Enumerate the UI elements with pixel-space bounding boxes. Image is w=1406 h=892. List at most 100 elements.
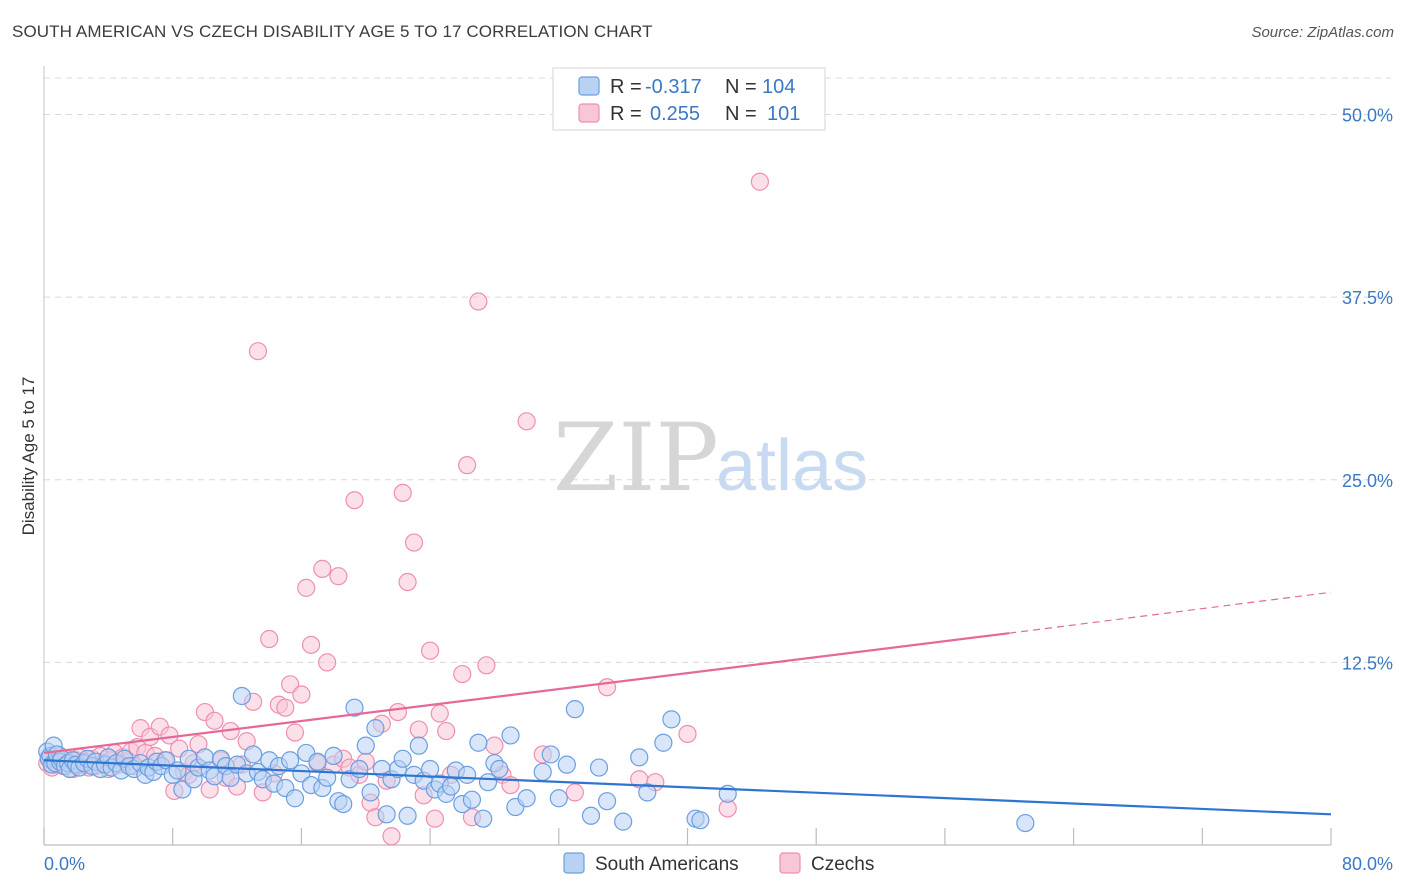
south-americans-point-111	[654, 733, 673, 752]
south-americans-point-78	[393, 749, 412, 768]
watermark-atlas: atlas	[716, 426, 868, 506]
czechs-point-84	[425, 809, 445, 828]
south-americans-point-69	[345, 698, 364, 717]
czechs-point-96	[517, 412, 536, 431]
south-americans-point-107	[597, 792, 617, 811]
legend-r-label-blue: R =	[610, 76, 642, 98]
south-americans-point-110	[638, 783, 657, 802]
south-americans-point-59	[292, 764, 311, 783]
czechs-point-91	[469, 292, 488, 311]
south-americans-point-67	[334, 794, 353, 814]
south-americans-point-50	[244, 745, 263, 764]
czechs-point-58	[285, 723, 305, 742]
czechs-point-79	[398, 572, 417, 592]
legend-r-value-pink: 0.255	[650, 103, 700, 125]
south-americans-point-73	[366, 719, 385, 738]
legend-label-czechs: Czechs	[811, 854, 874, 875]
czechs-point-66	[329, 567, 348, 586]
czechs-point-51	[248, 342, 268, 361]
south-americans-point-79	[398, 806, 417, 825]
czechs-point-59	[292, 685, 311, 704]
czechs-point-57	[281, 675, 300, 694]
south-americans-point-104	[565, 700, 584, 719]
czechs-point-64	[318, 653, 337, 672]
south-americans-point-64	[318, 768, 337, 787]
czechs-point-76	[382, 827, 401, 846]
czechs-point-78	[393, 483, 412, 503]
south-americans-point-48	[232, 686, 251, 706]
czechs-point-56	[276, 698, 295, 717]
czechs-point-83	[421, 641, 440, 660]
south-americans-point-99	[517, 789, 536, 808]
czechs-point-61	[301, 635, 321, 654]
czechs-point-104	[750, 172, 769, 191]
czechs-point-43	[205, 711, 224, 730]
series-legend: South Americans Czechs	[563, 852, 874, 875]
south-americans-point-116	[1016, 813, 1035, 833]
south-americans-point-97	[501, 726, 520, 745]
source-label: Source: ZipAtlas.com	[1251, 24, 1394, 41]
south-americans-point-90	[458, 765, 477, 784]
tick-labels: 12.5% 25.0% 37.5% 50.0% 0.0% 80.0%	[44, 106, 1393, 874]
czechs-point-88	[453, 664, 472, 684]
grid-lines	[44, 77, 1391, 663]
watermark-zip: ZIP	[553, 404, 719, 513]
legend-r-value-blue: -0.317	[645, 76, 702, 98]
legend-swatch-czechs	[779, 852, 801, 874]
stats-legend: R = -0.317 N = 104 R = 0.255 N = 101	[552, 67, 826, 131]
south-americans-point-106	[589, 758, 609, 777]
south-americans-point-112	[662, 710, 681, 729]
south-americans-point-93	[474, 809, 493, 828]
south-americans-point-109	[630, 748, 649, 767]
south-americans-point-72	[361, 783, 380, 802]
south-americans-point-105	[581, 806, 601, 825]
axes	[43, 66, 1332, 846]
czechs-trend-line	[43, 632, 1010, 755]
czechs-point-89	[458, 456, 477, 475]
watermark: ZIP atlas	[553, 404, 868, 513]
legend-swatch-pink	[578, 103, 600, 123]
x-tick-label-0: 0.0%	[44, 854, 85, 874]
legend-swatch-south-americans	[563, 852, 585, 874]
south-americans-point-100	[533, 762, 552, 782]
south-americans-point-57	[281, 751, 300, 770]
south-americans-point-103	[557, 755, 576, 774]
czechs-point-93	[485, 736, 504, 755]
y-tick-label-3: 50.0%	[1342, 106, 1393, 126]
south-americans-point-83	[421, 759, 440, 779]
legend-r-label-pink: R =	[610, 103, 642, 125]
south-americans-point-92	[469, 733, 488, 752]
czechs-point-98	[565, 783, 584, 802]
y-axis-title: Disability Age 5 to 17	[19, 377, 38, 536]
czechs-point-53	[260, 629, 279, 649]
south-americans-point-75	[377, 805, 396, 824]
y-tick-label-1: 25.0%	[1342, 471, 1393, 491]
south-americans-point-65	[324, 746, 343, 765]
south-americans-point-71	[356, 736, 375, 755]
legend-label-south-americans: South Americans	[595, 854, 739, 875]
legend-n-label-blue: N =	[725, 76, 757, 98]
legend-n-value-pink: 101	[767, 103, 800, 125]
legend-n-label-pink: N =	[725, 103, 757, 125]
south-americans-point-37	[173, 780, 192, 799]
south-americans-point-101	[541, 745, 560, 764]
chart-title: SOUTH AMERICAN VS CZECH DISABILITY AGE 5…	[12, 22, 653, 41]
czechs-point-80	[404, 533, 424, 552]
south-americans-point-58	[285, 789, 305, 808]
x-tick-label-1: 80.0%	[1342, 854, 1393, 874]
south-americans-point-81	[409, 736, 428, 755]
czechs-point-86	[437, 721, 456, 741]
south-americans-trend-line	[43, 759, 1332, 816]
czechs-point-81	[409, 720, 428, 739]
south-americans-point-87	[441, 777, 461, 796]
legend-swatch-blue	[578, 76, 600, 96]
south-americans-point-102	[549, 789, 568, 808]
y-tick-label-2: 37.5%	[1342, 288, 1393, 308]
czechs-trend-line-extension	[1009, 591, 1332, 634]
czechs-point-102	[678, 724, 697, 744]
czechs-point-92	[477, 656, 496, 675]
legend-n-value-blue: 104	[762, 76, 795, 98]
south-americans-point-96	[490, 759, 509, 779]
czechs-point-85	[430, 704, 449, 723]
